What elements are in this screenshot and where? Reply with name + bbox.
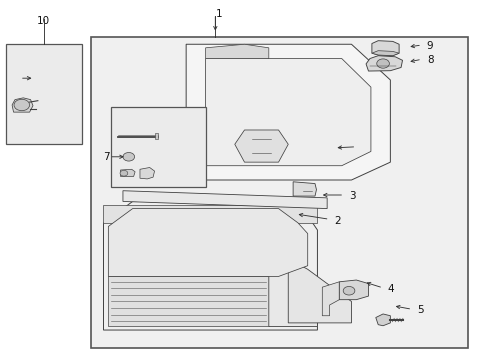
Text: 5: 5 bbox=[416, 305, 423, 315]
Polygon shape bbox=[108, 208, 307, 276]
Bar bbox=[6, 44, 81, 144]
Text: 9: 9 bbox=[426, 41, 432, 51]
Polygon shape bbox=[103, 205, 317, 223]
Text: 4: 4 bbox=[387, 284, 394, 294]
Text: 2: 2 bbox=[334, 216, 340, 226]
Circle shape bbox=[376, 59, 388, 68]
Circle shape bbox=[14, 99, 30, 111]
Polygon shape bbox=[234, 130, 287, 162]
Text: 6: 6 bbox=[361, 143, 367, 153]
Polygon shape bbox=[322, 282, 339, 316]
Polygon shape bbox=[122, 191, 326, 208]
Polygon shape bbox=[186, 44, 389, 180]
Circle shape bbox=[122, 153, 134, 161]
Polygon shape bbox=[155, 133, 158, 139]
Polygon shape bbox=[108, 276, 268, 327]
Polygon shape bbox=[205, 44, 268, 59]
Text: 1: 1 bbox=[215, 9, 222, 19]
Polygon shape bbox=[268, 251, 317, 327]
Text: 7: 7 bbox=[103, 152, 110, 162]
Polygon shape bbox=[287, 258, 351, 323]
Bar bbox=[91, 37, 467, 348]
Polygon shape bbox=[366, 56, 402, 71]
Polygon shape bbox=[375, 314, 389, 326]
Circle shape bbox=[343, 287, 354, 295]
Polygon shape bbox=[140, 167, 154, 179]
Polygon shape bbox=[371, 41, 398, 56]
Text: 3: 3 bbox=[348, 191, 355, 201]
Polygon shape bbox=[103, 202, 317, 330]
Polygon shape bbox=[205, 59, 370, 166]
Polygon shape bbox=[339, 280, 368, 300]
Bar bbox=[111, 107, 205, 187]
Polygon shape bbox=[371, 51, 398, 56]
Polygon shape bbox=[292, 182, 316, 196]
Polygon shape bbox=[120, 169, 135, 176]
Polygon shape bbox=[12, 98, 33, 112]
Text: 11: 11 bbox=[12, 73, 25, 83]
Text: 10: 10 bbox=[36, 16, 49, 26]
Text: 8: 8 bbox=[426, 55, 432, 65]
Circle shape bbox=[120, 170, 127, 176]
